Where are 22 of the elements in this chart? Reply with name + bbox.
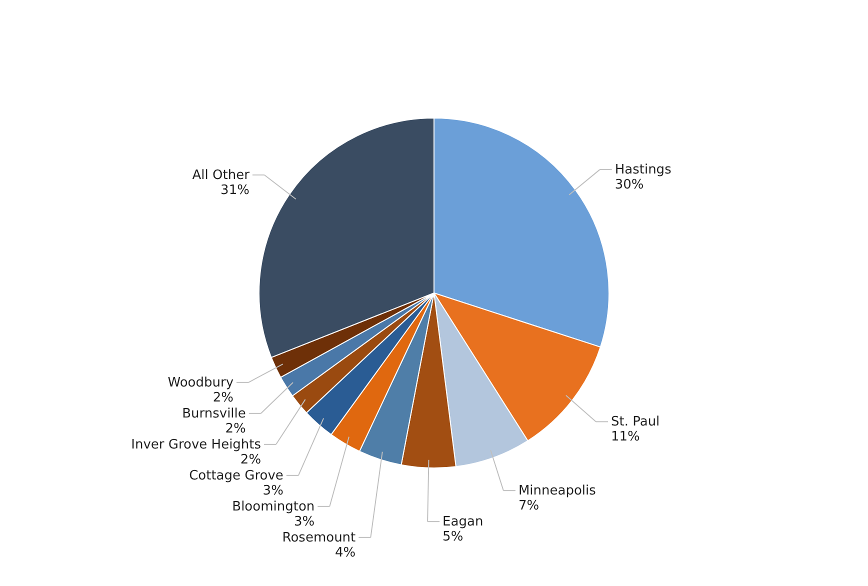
slice-label: Minneapolis bbox=[518, 484, 596, 499]
data-label: 3% bbox=[262, 483, 284, 498]
slice-label: Bloomington bbox=[232, 499, 315, 514]
data-label: 4% bbox=[335, 545, 356, 560]
data-label: 2% bbox=[240, 452, 262, 468]
slice-label: St. Paul bbox=[610, 414, 660, 430]
data-label: 3% bbox=[294, 514, 315, 530]
data-label: 30% bbox=[614, 178, 644, 193]
slice-label: Rosemount bbox=[282, 530, 356, 546]
slice-label: Cottage Grove bbox=[189, 468, 284, 484]
slice-label: Eagan bbox=[442, 514, 484, 530]
data-label: 31% bbox=[220, 182, 250, 198]
data-label: 2% bbox=[225, 421, 246, 436]
slice-label: Inver Grove Heights bbox=[131, 437, 262, 452]
slice-label: All Other bbox=[192, 168, 250, 183]
data-label: 7% bbox=[518, 498, 540, 514]
data-label: 11% bbox=[610, 430, 640, 445]
data-label: 2% bbox=[212, 390, 234, 406]
data-label: 5% bbox=[442, 530, 464, 545]
slice-label: Hastings bbox=[614, 162, 672, 178]
slice-label: Woodbury bbox=[168, 375, 234, 390]
slice-label: Burnsville bbox=[182, 406, 246, 422]
